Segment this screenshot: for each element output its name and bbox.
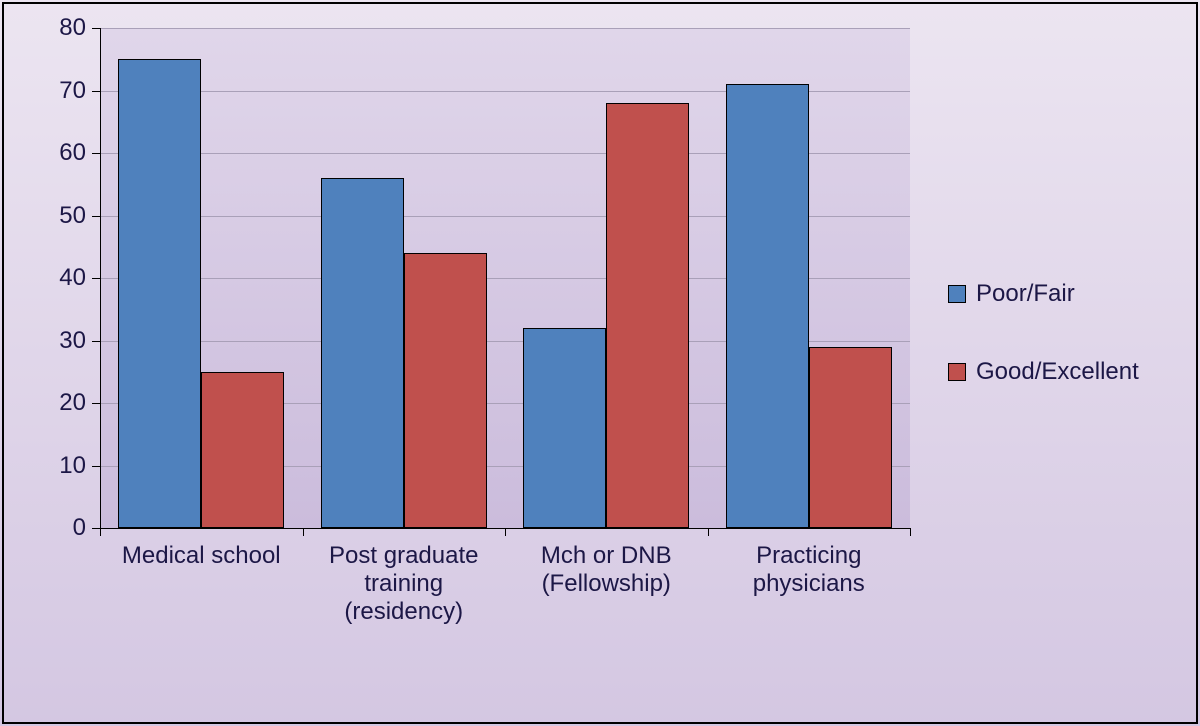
y-tick-mark: [92, 528, 100, 529]
y-tick-label: 60: [0, 139, 86, 167]
y-tick-mark: [92, 403, 100, 404]
bar: [201, 372, 284, 528]
x-category-label: Practicing physicians: [712, 542, 907, 598]
bar: [726, 84, 809, 528]
x-tick-mark: [708, 528, 709, 536]
y-tick-label: 70: [0, 77, 86, 105]
bar-chart: 0 10 20 30 40 50 60 70 80 Medical school Post grad…: [0, 0, 1200, 726]
legend-swatch: [948, 285, 966, 303]
y-tick-label: 10: [0, 452, 86, 480]
plot-area: [100, 28, 910, 528]
y-tick-mark: [92, 278, 100, 279]
legend-item: Good/Excellent: [948, 358, 1139, 386]
y-tick-mark: [92, 216, 100, 217]
x-tick-mark: [910, 528, 911, 536]
legend-label: Good/Excellent: [976, 358, 1139, 386]
y-tick-label: 40: [0, 264, 86, 292]
legend-label: Poor/Fair: [976, 280, 1075, 308]
x-category-label: Medical school: [104, 542, 299, 570]
x-tick-mark: [505, 528, 506, 536]
bar: [809, 347, 892, 528]
bar: [404, 253, 487, 528]
y-tick-label: 0: [0, 514, 86, 542]
y-tick-label: 50: [0, 202, 86, 230]
y-tick-mark: [92, 153, 100, 154]
bar: [606, 103, 689, 528]
y-tick-label: 80: [0, 14, 86, 42]
bar: [118, 59, 201, 528]
bar: [321, 178, 404, 528]
bars-layer: [100, 28, 910, 528]
y-tick-label: 30: [0, 327, 86, 355]
y-axis-line: [100, 28, 101, 528]
y-tick-label: 20: [0, 389, 86, 417]
x-category-label: Post graduate training (residency): [307, 542, 502, 626]
legend-swatch: [948, 363, 966, 381]
y-tick-mark: [92, 91, 100, 92]
legend: Poor/Fair Good/Excellent: [948, 280, 1139, 386]
x-category-label: Mch or DNB (Fellowship): [509, 542, 704, 598]
x-tick-mark: [303, 528, 304, 536]
y-tick-mark: [92, 466, 100, 467]
x-tick-mark: [100, 528, 101, 536]
y-tick-mark: [92, 28, 100, 29]
y-tick-mark: [92, 341, 100, 342]
legend-item: Poor/Fair: [948, 280, 1139, 308]
bar: [523, 328, 606, 528]
